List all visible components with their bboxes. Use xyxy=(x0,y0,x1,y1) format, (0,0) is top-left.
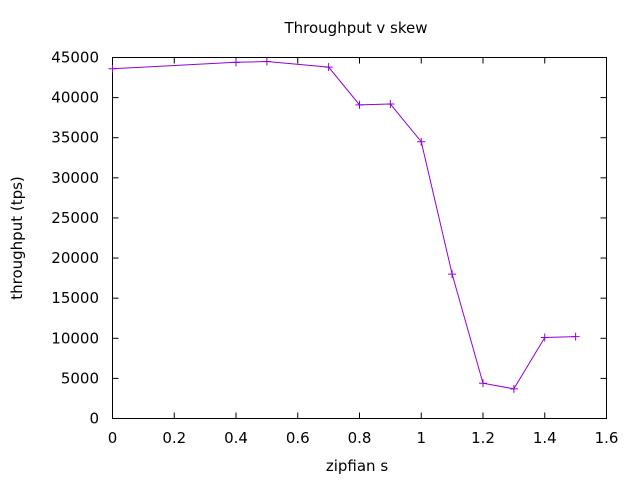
y-tick-label: 10000 xyxy=(51,329,99,347)
x-tick-label: 0 xyxy=(108,429,118,447)
x-tick-label: 0.2 xyxy=(162,429,186,447)
y-tick-label: 35000 xyxy=(51,129,99,147)
series-line xyxy=(112,61,576,390)
y-tick-label: 15000 xyxy=(51,289,99,307)
data-point-marker xyxy=(324,63,333,72)
data-point-marker xyxy=(448,270,457,279)
y-tick-labels: 0 5000 10000 15000 20000 25000 30000 35000 40000… xyxy=(51,49,99,428)
x-tick-label: 0.6 xyxy=(286,429,310,447)
x-tick-label: 1.6 xyxy=(595,429,619,447)
y-tick-label: 30000 xyxy=(51,169,99,187)
x-tick-label: 1.4 xyxy=(533,429,557,447)
data-point-marker xyxy=(386,100,395,109)
y-tick-label: 40000 xyxy=(51,89,99,107)
data-point-marker xyxy=(571,332,580,341)
x-axis-label: zipfian s xyxy=(326,457,388,475)
data-point-marker xyxy=(355,100,364,109)
data-point-marker xyxy=(417,137,426,146)
plot-frame xyxy=(112,57,607,419)
axis-ticks xyxy=(112,57,607,419)
data-point-marker xyxy=(262,57,271,66)
chart-title: Throughput v skew xyxy=(283,19,427,37)
data-point-marker xyxy=(509,384,518,393)
x-tick-label: 0.4 xyxy=(224,429,248,447)
y-tick-label: 25000 xyxy=(51,209,99,227)
y-tick-label: 0 xyxy=(89,410,99,428)
x-tick-label: 0.8 xyxy=(348,429,372,447)
y-tick-label: 45000 xyxy=(51,49,99,67)
y-tick-label: 5000 xyxy=(61,369,99,387)
data-point-marker xyxy=(540,333,549,342)
data-point-marker xyxy=(232,58,240,67)
data-point-marker xyxy=(108,64,117,73)
x-tick-label: 1 xyxy=(416,429,426,447)
y-tick-label: 20000 xyxy=(51,249,99,267)
data-point-marker xyxy=(479,379,487,388)
x-tick-label: 1.2 xyxy=(471,429,495,447)
y-axis-label: throughput (tps) xyxy=(8,176,26,300)
series-group xyxy=(108,57,580,393)
x-tick-labels: 0 0.2 0.4 0.6 0.8 1 1.2 1.4 1.6 xyxy=(108,429,619,447)
